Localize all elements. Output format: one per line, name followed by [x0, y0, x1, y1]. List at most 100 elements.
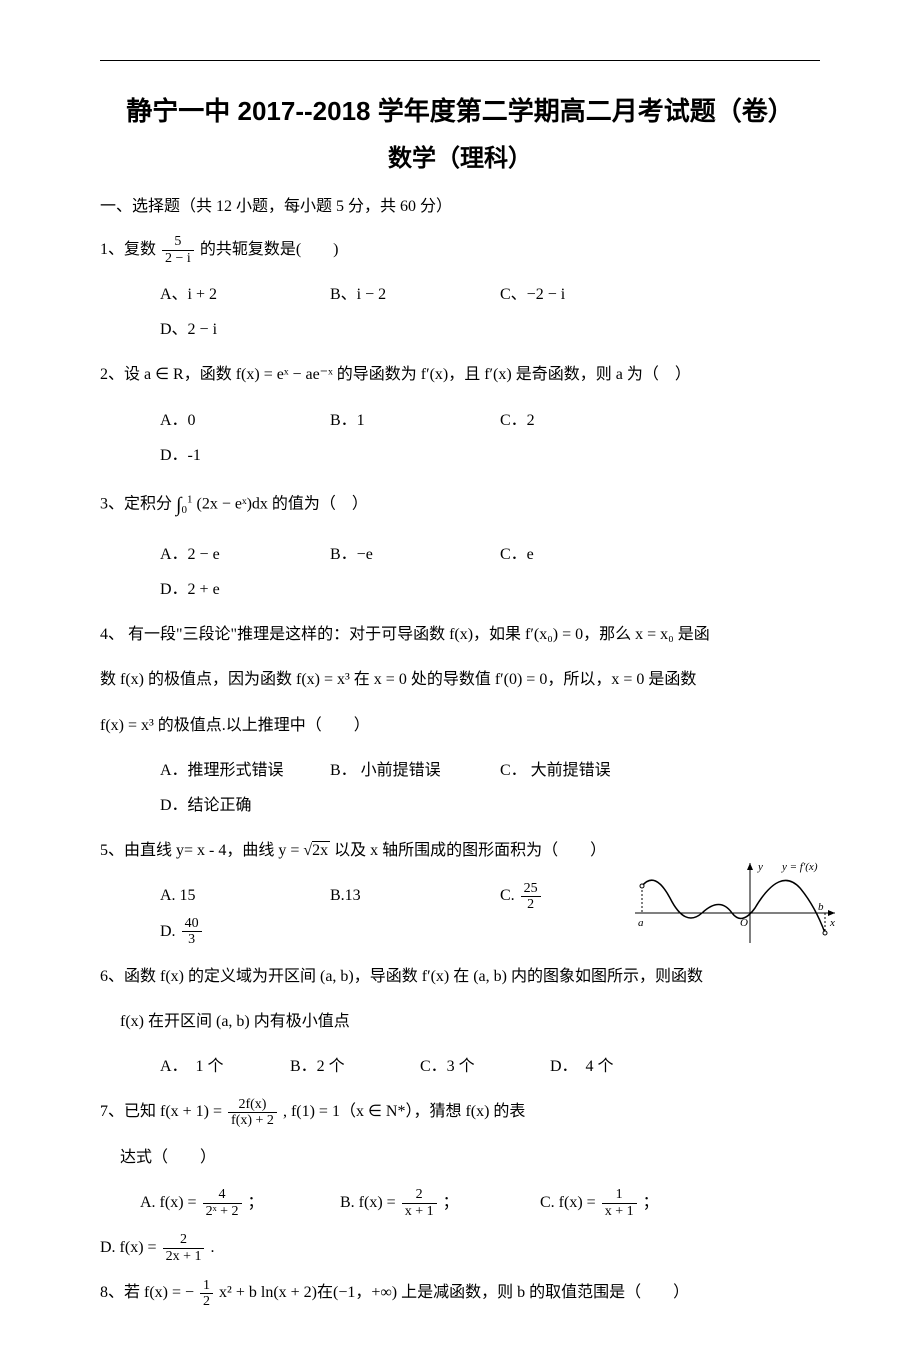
q7-stem-mid: , f(1) = 1（x ∈ N*），猜想 f(x) 的表: [283, 1103, 526, 1120]
q5-sqrt: 2x: [312, 841, 330, 859]
q4-choice-b: B． 小前提错误: [330, 753, 480, 788]
q3-int-lower: 0: [182, 504, 188, 516]
open-point-b: [823, 931, 827, 935]
question-2: 2、设 a ∈ R，函数 f(x) = eˣ − ae⁻ˣ 的导函数为 f′(x…: [100, 357, 820, 392]
question-6-line2: f(x) 在开区间 (a, b) 内有极小值点: [100, 1004, 820, 1039]
b-label: b: [818, 901, 824, 913]
q2-choice-b: B．1: [330, 403, 480, 438]
q2-choices: A．0 B．1 C．2 D．-1: [100, 403, 820, 473]
q5-choice-a: A. 15: [160, 878, 310, 913]
q3-stem-post: 的值为（ ）: [272, 496, 368, 513]
q7-a-num: 4: [203, 1187, 242, 1203]
q4-choice-c: C． 大前提错误: [500, 753, 650, 788]
q3-stem-pre: 3、定积分: [100, 496, 172, 513]
curve: [642, 880, 825, 933]
q5-c-frac: 25 2: [521, 881, 541, 913]
open-point-a: [640, 884, 644, 888]
q5-d-num: 40: [182, 916, 202, 932]
q1-choices: A、i + 2 B、i − 2 C、−2 − i D、2 − i: [100, 277, 820, 347]
question-4-line3: f(x) = x³ 的极值点.以上推理中（ ）: [100, 708, 820, 743]
q6-choices: A． 1 个 B．2 个 C．3 个 D． 4 个: [100, 1049, 820, 1084]
question-4-line1: 4、 有一段"三段论"推理是这样的：对于可导函数 f(x)，如果 f′(x₀) …: [100, 617, 820, 652]
q7-b-frac: 2 x + 1: [402, 1187, 437, 1219]
q7-a-frac: 4 2ˣ + 2: [203, 1187, 242, 1219]
q7-frac-den: f(x) + 2: [228, 1113, 277, 1128]
q5-stem-post: 以及 x 轴所围成的图形面积为（ ）: [334, 842, 606, 859]
q7-c-pre: C. f(x) =: [540, 1194, 600, 1211]
q4-choice-d: D．结论正确: [160, 788, 310, 823]
q3-choice-a: A．2 − e: [160, 537, 310, 572]
a-label: a: [638, 917, 644, 929]
page-title: 静宁一中 2017--2018 学年度第二学期高二月考试题（卷）: [100, 91, 820, 128]
q6-choice-d: D． 4 个: [550, 1049, 660, 1084]
q7-frac: 2f(x) f(x) + 2: [228, 1097, 277, 1129]
x-axis-arrow: [828, 910, 835, 916]
q7-b-den: x + 1: [402, 1204, 437, 1219]
q7-b-num: 2: [402, 1187, 437, 1203]
q3-choice-c: C．e: [500, 537, 650, 572]
q7-d-num: 2: [163, 1232, 205, 1248]
question-3: 3、定积分 ∫01 (2x − eˣ)dx 的值为（ ）: [100, 483, 820, 527]
x-label: x: [829, 917, 835, 929]
q7-d-post: .: [210, 1239, 214, 1256]
q1-fraction: 5 2 − i: [162, 234, 194, 266]
q4-choice-a: A．推理形式错误: [160, 753, 310, 788]
curve-label: y = f′(x): [781, 861, 818, 873]
section-header: 一、选择题（共 12 小题，每小题 5 分，共 60 分）: [100, 193, 820, 222]
q4-choices: A．推理形式错误 B． 小前提错误 C． 大前提错误 D．结论正确: [100, 753, 820, 823]
q2-choice-c: C．2: [500, 403, 650, 438]
q7-choice-b: B. f(x) = 2 x + 1 ；: [340, 1185, 520, 1220]
q2-choice-d: D．-1: [160, 438, 310, 473]
top-rule: [100, 60, 820, 61]
q1-stem-post: 的共轭复数是( ): [200, 241, 339, 258]
q7-a-post: ；: [248, 1194, 264, 1211]
q7-stem-pre: 7、已知 f(x + 1) =: [100, 1103, 226, 1120]
q7-d-frac: 2 2x + 1: [163, 1232, 205, 1264]
q3-int-upper: 1: [187, 493, 193, 505]
q1-frac-num: 5: [162, 234, 194, 250]
q1-frac-den: 2 − i: [162, 251, 194, 266]
q5-c-pre: C.: [500, 887, 515, 904]
q7-c-post: ；: [643, 1194, 659, 1211]
q7-c-num: 1: [602, 1187, 637, 1203]
q7-choice-c: C. f(x) = 1 x + 1 ；: [540, 1185, 720, 1220]
q5-d-pre: D.: [160, 923, 176, 940]
q1-choice-c: C、−2 − i: [500, 277, 650, 312]
q7-a-den: 2ˣ + 2: [203, 1204, 242, 1219]
q7-choice-a: A. f(x) = 4 2ˣ + 2 ；: [140, 1185, 320, 1220]
origin-label: O: [740, 917, 748, 929]
q7-a-pre: A. f(x) =: [140, 1194, 201, 1211]
q5-d-frac: 40 3: [182, 916, 202, 948]
q5-c-den: 2: [521, 897, 541, 912]
page-subtitle: 数学（理科）: [100, 138, 820, 173]
question-4-line2: 数 f(x) 的极值点，因为函数 f(x) = x³ 在 x = 0 处的导数值…: [100, 662, 820, 697]
q8-stem-post: x² + b ln(x + 2)在(−1，+∞) 上是减函数，则 b 的取值范围…: [219, 1284, 689, 1301]
q1-choice-a: A、i + 2: [160, 277, 310, 312]
q7-d-pre: D. f(x) =: [100, 1239, 161, 1256]
y-label: y: [757, 861, 763, 873]
q5-choice-b: B.13: [330, 878, 480, 913]
q5-stem-pre: 5、由直线 y= x - 4，曲线 y =: [100, 842, 303, 859]
q5-d-den: 3: [182, 932, 202, 947]
question-8: 8、若 f(x) = − 1 2 x² + b ln(x + 2)在(−1，+∞…: [100, 1275, 820, 1310]
q5-c-num: 25: [521, 881, 541, 897]
q5-choice-d: D. 40 3: [160, 914, 310, 949]
q7-d-den: 2x + 1: [163, 1249, 205, 1264]
q1-stem-pre: 1、复数: [100, 241, 156, 258]
q5-choice-c: C. 25 2: [500, 878, 650, 913]
q7-c-frac: 1 x + 1: [602, 1187, 637, 1219]
y-axis-arrow: [747, 863, 753, 870]
question-1: 1、复数 5 2 − i 的共轭复数是( ): [100, 232, 820, 267]
q7-b-pre: B. f(x) =: [340, 1194, 400, 1211]
q3-choice-d: D．2 + e: [160, 572, 310, 607]
exam-page: 静宁一中 2017--2018 学年度第二学期高二月考试题（卷） 数学（理科） …: [0, 0, 920, 1360]
q6-choice-a: A． 1 个: [160, 1049, 270, 1084]
q7-choice-d: D. f(x) = 2 2x + 1 .: [100, 1230, 820, 1265]
q8-stem-pre: 8、若 f(x) = −: [100, 1284, 194, 1301]
q7-b-post: ；: [443, 1194, 459, 1211]
question-7-line2: 达式（ ）: [100, 1140, 820, 1175]
question-6-line1: 6、函数 f(x) 的定义域为开区间 (a, b)，导函数 f′(x) 在 (a…: [100, 959, 820, 994]
q1-choice-b: B、i − 2: [330, 277, 480, 312]
q8-frac-num: 1: [200, 1278, 213, 1294]
q1-choice-d: D、2 − i: [160, 312, 310, 347]
